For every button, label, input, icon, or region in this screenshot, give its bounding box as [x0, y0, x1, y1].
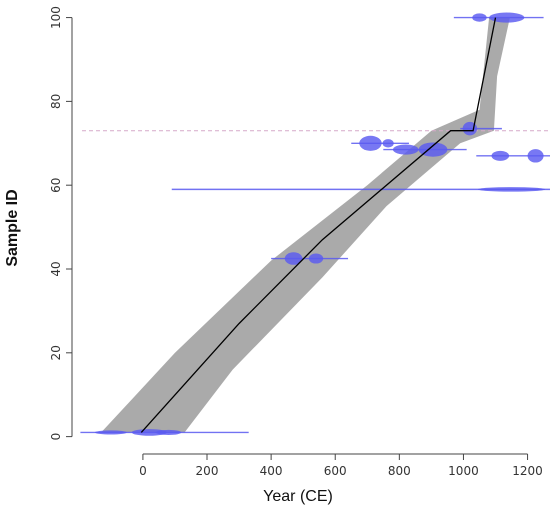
x-tick-label: 1000 — [448, 464, 479, 478]
dated-sample-4 — [476, 149, 550, 163]
y-axis-ticks: 0 20 40 60 80 100 — [49, 6, 72, 440]
dated-sample-7 — [460, 121, 502, 136]
y-tick-label: 80 — [49, 94, 63, 109]
dated-sample-3 — [171, 187, 550, 192]
uncertainty-envelope — [101, 17, 510, 433]
median-line — [140, 17, 497, 433]
y-tick-label: 20 — [49, 345, 63, 360]
dated-sample-2 — [271, 252, 349, 265]
date-probability-peak — [131, 429, 167, 436]
y-tick-label: 60 — [49, 178, 63, 193]
dated-sample-1 — [80, 429, 249, 436]
date-probability-peak — [418, 142, 448, 157]
date-probability-peak — [382, 139, 394, 148]
dated-sample-6 — [351, 135, 409, 151]
y-tick-label: 40 — [49, 261, 63, 276]
date-probability-peak — [155, 429, 182, 435]
y-axis-title: Sample ID — [4, 189, 21, 266]
date-probability-peak — [359, 135, 382, 151]
dated-sample-5 — [383, 142, 467, 157]
x-tick-label: 600 — [324, 464, 347, 478]
x-tick-label: 200 — [196, 464, 219, 478]
date-probability-peak — [284, 252, 303, 265]
date-probability-peak — [472, 13, 487, 22]
date-probability-peak — [489, 12, 525, 23]
axes — [71, 17, 528, 455]
y-tick-label: 0 — [49, 433, 63, 441]
x-tick-label: 0 — [139, 464, 147, 478]
x-tick-label: 400 — [260, 464, 283, 478]
date-probability-peak — [392, 144, 419, 155]
date-probability-peak — [94, 430, 127, 435]
x-tick-label: 800 — [388, 464, 411, 478]
y-tick-label: 100 — [49, 6, 63, 29]
date-probability-peak — [308, 253, 324, 264]
date-probability-peak — [527, 149, 544, 163]
date-probability-peak — [491, 150, 510, 161]
date-probability-peak — [462, 121, 478, 136]
x-axis-ticks: 0 200 400 600 800 1000 1200 — [139, 454, 543, 478]
x-tick-label: 1200 — [512, 464, 543, 478]
x-axis-title: Year (CE) — [263, 488, 333, 505]
dated-sample-8 — [453, 12, 544, 23]
date-probability-peak — [477, 187, 546, 192]
